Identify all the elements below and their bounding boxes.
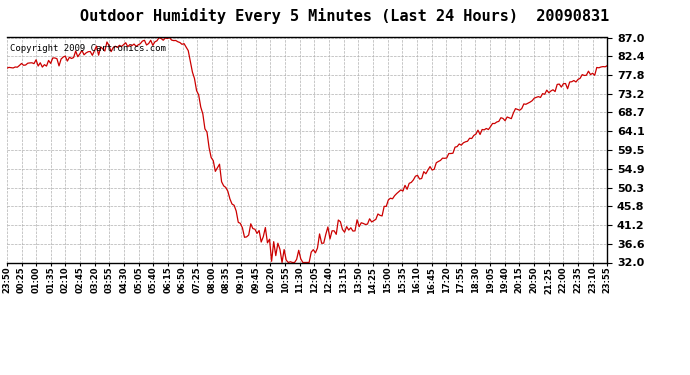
Text: Copyright 2009 Cartronics.com: Copyright 2009 Cartronics.com bbox=[10, 44, 166, 53]
Text: Outdoor Humidity Every 5 Minutes (Last 24 Hours)  20090831: Outdoor Humidity Every 5 Minutes (Last 2… bbox=[80, 8, 610, 24]
